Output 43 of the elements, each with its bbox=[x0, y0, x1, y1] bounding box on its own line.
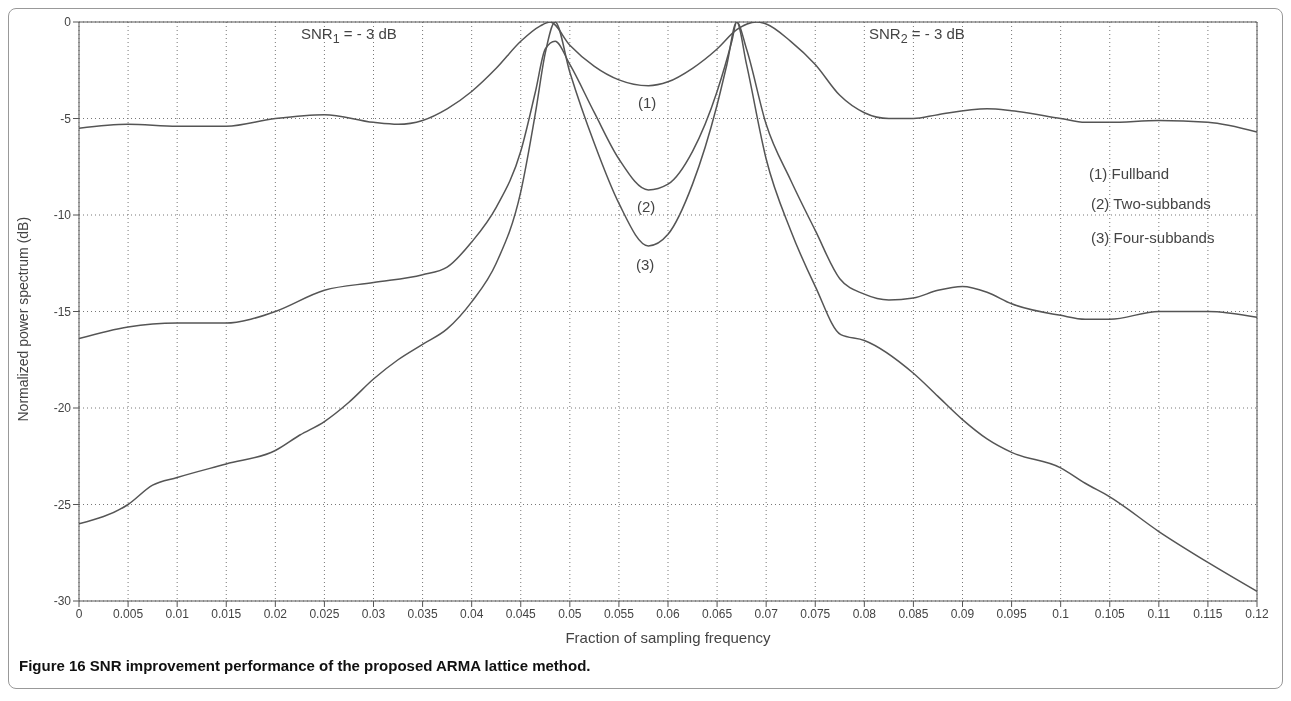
x-tick-label: 0.105 bbox=[1094, 606, 1126, 621]
x-tick-label: 0.005 bbox=[113, 606, 144, 621]
note-text: (2) Two-subbands bbox=[1091, 195, 1211, 212]
y-tick-label: 0 bbox=[64, 15, 72, 30]
y-tick-label: -20 bbox=[53, 401, 72, 416]
y-tick-label: -25 bbox=[53, 497, 72, 512]
x-tick-label: 0.03 bbox=[361, 606, 386, 621]
y-tick-label: -5 bbox=[60, 111, 72, 126]
note-text: (1) Fullband bbox=[1089, 165, 1170, 182]
y-tick-label: -10 bbox=[53, 208, 72, 223]
y-tick-label: -15 bbox=[53, 304, 72, 319]
x-tick-label: 0.1 bbox=[1052, 606, 1070, 621]
x-tick-label: 0.115 bbox=[1193, 606, 1223, 621]
x-tick-label: 0.075 bbox=[800, 606, 831, 621]
x-tick-label: 0.055 bbox=[603, 606, 635, 621]
x-tick-label: 0.015 bbox=[211, 606, 242, 621]
x-tick-label: 0.095 bbox=[996, 606, 1027, 621]
x-tick-label: 0.025 bbox=[309, 606, 340, 621]
note-text: (3) Four-subbands bbox=[1091, 229, 1215, 246]
x-tick-label: 0.085 bbox=[898, 606, 929, 621]
text: Figure 16 SNR improvement performance of the proposed ARMA lattice method. bbox=[18, 656, 592, 676]
x-tick-label: 0 bbox=[75, 606, 83, 621]
x-tick-label: 0.06 bbox=[656, 606, 680, 621]
x-tick-label: 0.01 bbox=[165, 606, 190, 621]
y-axis-title: Normalized power spectrum (dB) bbox=[14, 216, 31, 422]
x-tick-label: 0.035 bbox=[407, 606, 438, 621]
note-text: SNR$_{2}$ = - 3 dB bbox=[869, 25, 965, 46]
x-tick-label: 0.07 bbox=[754, 606, 779, 621]
y-tick-label: -30 bbox=[53, 594, 72, 609]
note-text: (2) bbox=[637, 198, 656, 215]
x-tick-label: 0.02 bbox=[263, 606, 288, 621]
x-tick-label: 0.08 bbox=[852, 606, 877, 621]
x-axis-title: Fraction of sampling frequency bbox=[565, 629, 772, 646]
x-tick-label: 0.12 bbox=[1245, 606, 1269, 621]
x-tick-label: 0.05 bbox=[558, 606, 582, 621]
x-tick-label: 0.11 bbox=[1147, 606, 1171, 621]
x-tick-label: 0.045 bbox=[505, 606, 537, 621]
note-text: SNR$_{1}$ = - 3 dB bbox=[301, 25, 397, 46]
x-tick-label: 0.065 bbox=[702, 606, 733, 621]
note-text: (1) bbox=[638, 94, 657, 111]
x-tick-label: 0.09 bbox=[950, 606, 975, 621]
x-tick-label: 0.04 bbox=[459, 606, 484, 621]
note-text: (3) bbox=[636, 256, 655, 273]
